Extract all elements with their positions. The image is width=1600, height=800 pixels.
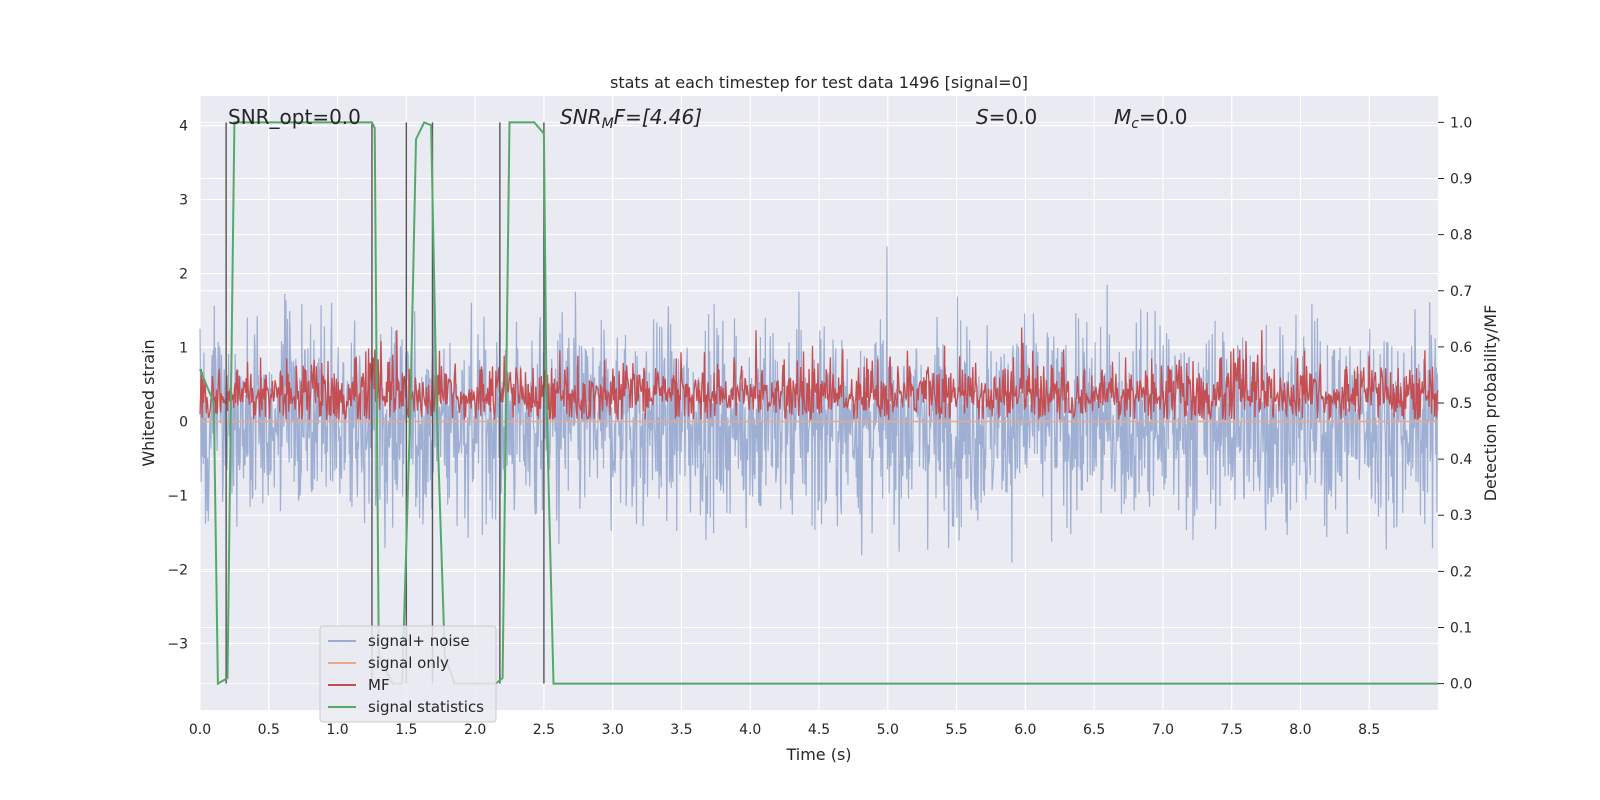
legend-label-signal-noise: signal+ noise (368, 632, 470, 650)
legend-label-mf: MF (368, 676, 390, 694)
annotation-mc: Mc=0.0 (1114, 105, 1188, 132)
y-axis-left-ticks: 4 3 2 1 0 −1 −2 −3 (167, 119, 188, 653)
legend-box (319, 625, 497, 723)
y-left-tick-label: 4 (179, 119, 188, 135)
y-left-tick-label: −3 (167, 636, 188, 652)
annotation-snr-mf: SNRMF=[4.46] (560, 105, 702, 132)
x-tick-label: 7.0 (1152, 722, 1174, 738)
x-tick-label: 5.5 (945, 722, 967, 738)
x-tick-label: 6.5 (1083, 722, 1105, 738)
x-tick-label: 6.0 (1014, 722, 1036, 738)
y-right-tick-label: 0.9 (1450, 172, 1472, 188)
y-left-tick-label: 0 (179, 414, 188, 430)
y-right-tick-label: 0.3 (1450, 508, 1472, 524)
signal-statistics-line (199, 121, 1438, 686)
x-tick-label: 5.0 (877, 722, 899, 738)
y-axis-right-ticks: 1.0 0.9 0.8 0.7 0.6 0.5 0.4 0.3 0.2 0.1 0.0 (1438, 115, 1472, 693)
x-tick-label: 8.0 (1289, 722, 1311, 738)
x-tick-label: 3.0 (602, 722, 624, 738)
annotation-s: S=0.0 (976, 105, 1037, 129)
x-tick-label: 4.5 (808, 722, 830, 738)
chart-title: stats at each timestep for test data 149… (610, 73, 1028, 92)
x-tick-label: 0.0 (189, 722, 211, 738)
y-axis-right-label: Detection probability/MF (1481, 305, 1500, 502)
legend: signal+ noise signal only MF signal stat… (319, 625, 497, 723)
x-tick-label: 2.5 (533, 722, 555, 738)
x-axis-label: Time (s) (785, 745, 851, 764)
x-tick-label: 7.5 (1221, 722, 1243, 738)
y-right-tick-label: 0.6 (1450, 340, 1472, 356)
x-tick-label: 8.5 (1358, 722, 1380, 738)
legend-label-signal-statistics: signal statistics (368, 698, 484, 716)
signal-statistics-series (199, 121, 1438, 686)
y-right-tick-label: 0.0 (1450, 677, 1472, 693)
y-left-tick-label: −1 (167, 488, 188, 504)
y-left-tick-label: 2 (179, 267, 188, 283)
x-tick-label: 2.0 (464, 722, 486, 738)
x-tick-label: 4.0 (739, 722, 761, 738)
x-tick-label: 0.5 (258, 722, 280, 738)
annotation-snr-opt: SNR_opt=0.0 (228, 105, 361, 129)
x-tick-label: 1.0 (326, 722, 348, 738)
y-left-tick-label: 3 (179, 193, 188, 209)
y-right-tick-label: 0.4 (1450, 452, 1472, 468)
y-left-tick-label: −2 (167, 562, 188, 578)
x-tick-label: 1.5 (395, 722, 417, 738)
y-right-tick-label: 0.2 (1450, 564, 1472, 580)
y-right-tick-label: 0.1 (1450, 620, 1472, 636)
y-right-tick-label: 0.5 (1450, 396, 1472, 412)
y-right-tick-label: 0.8 (1450, 228, 1472, 244)
y-right-tick-label: 0.7 (1450, 284, 1472, 300)
legend-label-signal-only: signal only (368, 654, 449, 672)
x-axis-ticks: 0.0 0.5 1.0 1.5 2.0 2.5 3.0 3.5 4.0 4.5 5.0 5.5 6.0 6… (189, 722, 1380, 738)
y-right-tick-label: 1.0 (1450, 115, 1472, 131)
x-tick-label: 3.5 (670, 722, 692, 738)
y-axis-left-label: Whitened strain (139, 339, 158, 466)
y-left-tick-label: 1 (179, 341, 188, 357)
